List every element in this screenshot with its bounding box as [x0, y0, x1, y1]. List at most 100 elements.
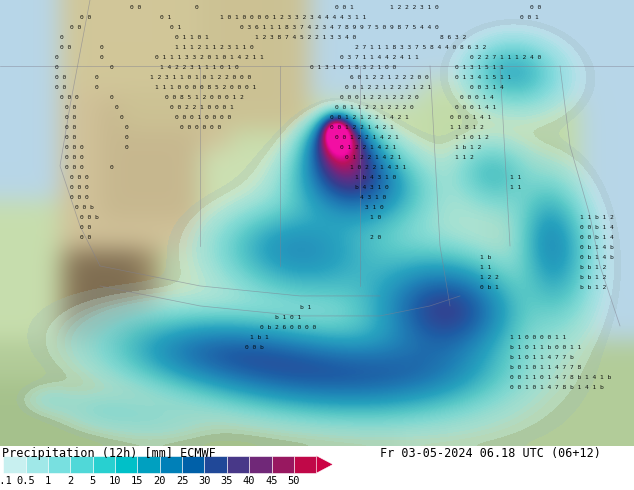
Text: 1 1 1 2 1 1 2 3 1 1 0: 1 1 1 2 1 1 2 3 1 1 0: [175, 46, 254, 50]
Text: b b 1 2: b b 1 2: [580, 266, 606, 270]
Bar: [271, 456, 294, 473]
Text: 0 0: 0 0: [60, 46, 71, 50]
Text: 0 b 2 6 0 0 0 0: 0 b 2 6 0 0 0 0: [260, 325, 316, 330]
Text: 2 7 1 1 1 8 3 3 7 5 8 4 4 0 8 6 3 2: 2 7 1 1 1 8 3 3 7 5 8 4 4 0 8 6 3 2: [355, 46, 486, 50]
Text: b b 1 2: b b 1 2: [580, 275, 606, 280]
Text: 0 0 b 1 4: 0 0 b 1 4: [580, 236, 614, 241]
Bar: [70, 456, 93, 473]
Text: 0: 0: [125, 135, 129, 141]
Text: 3 1 0: 3 1 0: [365, 205, 384, 210]
Text: 20: 20: [153, 476, 166, 486]
Text: 0 0 1 2 2 1 2 2 2 1 2 1: 0 0 1 2 2 1 2 2 2 1 2 1: [345, 85, 431, 91]
Text: 0: 0: [100, 46, 104, 50]
Text: 0: 0: [125, 146, 129, 150]
Text: 40: 40: [243, 476, 256, 486]
Text: 0 0: 0 0: [70, 25, 81, 30]
Bar: [25, 456, 48, 473]
Text: b 4 3 1 0: b 4 3 1 0: [355, 185, 389, 191]
Text: 0 0 1 1 0 1 4 7 8 b 1 4 1 b: 0 0 1 1 0 1 4 7 8 b 1 4 1 b: [510, 375, 611, 380]
Text: 0 0 0 1 2 2 1 2 2 2 0: 0 0 0 1 2 2 1 2 2 2 0: [340, 96, 418, 100]
Text: 0: 0: [110, 96, 113, 100]
Text: 0 0 0 1 0 0 0 0: 0 0 0 1 0 0 0 0: [175, 116, 231, 121]
Text: 4 3 1 0: 4 3 1 0: [360, 196, 386, 200]
Text: 0: 0: [55, 55, 59, 60]
Text: 0 3 6 1 1 1 8 3 7 4 2 3 4 7 8 9 9 7 5 0 9 8 7 5 4 4 0: 0 3 6 1 1 1 8 3 7 4 2 3 4 7 8 9 9 7 5 0 …: [240, 25, 439, 30]
Text: 0 0 b: 0 0 b: [80, 216, 99, 220]
Text: 45: 45: [265, 476, 278, 486]
Text: b 1: b 1: [300, 305, 311, 311]
Text: 2: 2: [67, 476, 74, 486]
Text: 0 0: 0 0: [55, 75, 66, 80]
Text: 0 b 1 4 b: 0 b 1 4 b: [580, 245, 614, 250]
Text: b 1 0 1: b 1 0 1: [275, 316, 301, 320]
Text: Fr 03-05-2024 06.18 UTC (06+12): Fr 03-05-2024 06.18 UTC (06+12): [380, 447, 601, 460]
Text: 1 1 0 1 2: 1 1 0 1 2: [455, 135, 489, 141]
Text: 0: 0: [95, 75, 99, 80]
Bar: [93, 456, 115, 473]
Bar: [294, 456, 316, 473]
Text: 0 0 3 1 4: 0 0 3 1 4: [470, 85, 504, 91]
Text: 0 0 b 1 4: 0 0 b 1 4: [580, 225, 614, 230]
Text: 0 0: 0 0: [65, 116, 76, 121]
Text: 6 0 1 2 2 1 2 2 2 0 0: 6 0 1 2 2 1 2 2 2 0 0: [350, 75, 429, 80]
Text: 1 2 2: 1 2 2: [480, 275, 499, 280]
Text: 10: 10: [109, 476, 121, 486]
Text: 0 0 0: 0 0 0: [70, 175, 89, 180]
Text: 0: 0: [100, 55, 104, 60]
Text: 0 0 1 2 2 1 4 2 1: 0 0 1 2 2 1 4 2 1: [335, 135, 399, 141]
Text: 0 0 0: 0 0 0: [65, 146, 84, 150]
Text: 0 0: 0 0: [65, 105, 76, 110]
Text: 1 0 2 2 1 4 3 1: 1 0 2 2 1 4 3 1: [350, 166, 406, 171]
Text: 25: 25: [176, 476, 188, 486]
Text: 0 1 1 1 3 3 2 0 1 0 1 4 2 1 1: 0 1 1 1 3 3 2 0 1 0 1 4 2 1 1: [155, 55, 264, 60]
Text: 0: 0: [125, 125, 129, 130]
Text: 0 0: 0 0: [130, 5, 141, 10]
Text: 1 b 1: 1 b 1: [250, 336, 269, 341]
Text: 0 3 7 1 1 4 4 2 4 1 1: 0 3 7 1 1 4 4 2 4 1 1: [340, 55, 418, 60]
Text: 0: 0: [120, 116, 124, 121]
Text: 1 1 8 1 2: 1 1 8 1 2: [450, 125, 484, 130]
Text: 0 0 2 2 1 0 0 0 1: 0 0 2 2 1 0 0 0 1: [170, 105, 234, 110]
Text: 8 6 3 2: 8 6 3 2: [440, 35, 466, 41]
Text: 0 0 b: 0 0 b: [245, 345, 264, 350]
Text: 0 1 3 1 0 1 8 3 2 1 0 0: 0 1 3 1 0 1 8 3 2 1 0 0: [310, 66, 396, 71]
Text: 0 1 3 4 1 5 1 1: 0 1 3 4 1 5 1 1: [455, 75, 511, 80]
Text: 0.1: 0.1: [0, 476, 13, 486]
Text: 0: 0: [115, 105, 119, 110]
Text: 1 2 3 8 7 4 5 2 2 1 3 3 4 0: 1 2 3 8 7 4 5 2 2 1 3 3 4 0: [255, 35, 356, 41]
Text: 0 2 2 7 1 1 1 2 4 0: 0 2 2 7 1 1 1 2 4 0: [470, 55, 541, 60]
Text: 0 0 0 1 4: 0 0 0 1 4: [460, 96, 494, 100]
Text: b 0 1 0 1 1 4 7 7 8: b 0 1 0 1 1 4 7 7 8: [510, 366, 581, 370]
Text: 30: 30: [198, 476, 210, 486]
Text: 1: 1: [45, 476, 51, 486]
Text: 0: 0: [110, 166, 113, 171]
Text: 50: 50: [288, 476, 300, 486]
Text: 0 1 2 2 1 4 2 1: 0 1 2 2 1 4 2 1: [340, 146, 396, 150]
Text: 0 1: 0 1: [160, 16, 171, 21]
Text: 0: 0: [95, 85, 99, 91]
Text: b b 1 2: b b 1 2: [580, 286, 606, 291]
Text: 1 b: 1 b: [480, 255, 491, 261]
Bar: [3, 456, 25, 473]
Text: 0 0 1: 0 0 1: [335, 5, 354, 10]
Text: 1 1 1 0 0 0 0 8 5 2 0 0 0 1: 1 1 1 0 0 0 0 8 5 2 0 0 0 1: [155, 85, 256, 91]
Text: 0 0: 0 0: [65, 135, 76, 141]
Text: 0 1 3 1 5 1 1: 0 1 3 1 5 1 1: [455, 66, 504, 71]
Text: 0 0 1 0 1 4 7 8 b 1 4 1 b: 0 0 1 0 1 4 7 8 b 1 4 1 b: [510, 386, 604, 391]
Text: Precipitation (12h) [mm] ECMWF: Precipitation (12h) [mm] ECMWF: [2, 447, 216, 460]
Text: 0 0 b: 0 0 b: [75, 205, 94, 210]
Text: 0 0: 0 0: [530, 5, 541, 10]
Bar: [160, 456, 182, 473]
Text: 0: 0: [55, 66, 59, 71]
Text: 1 b 1 2: 1 b 1 2: [455, 146, 481, 150]
Bar: [227, 456, 249, 473]
Text: 0 0: 0 0: [80, 225, 91, 230]
Text: 1 1: 1 1: [480, 266, 491, 270]
Text: 0 0 0: 0 0 0: [65, 166, 84, 171]
Text: 1 0: 1 0: [370, 216, 381, 220]
Text: 0 0 1 1 2 2 1 2 2 2 0: 0 0 1 1 2 2 1 2 2 2 0: [335, 105, 414, 110]
Text: 1 0 1 0 0 0 0 1 2 3 3 2 3 4 4 4 4 3 1 1: 1 0 1 0 0 0 0 1 2 3 3 2 3 4 4 4 4 3 1 1: [220, 16, 366, 21]
Bar: [204, 456, 227, 473]
Text: 2 0: 2 0: [370, 236, 381, 241]
Text: 0 0 1: 0 0 1: [520, 16, 539, 21]
